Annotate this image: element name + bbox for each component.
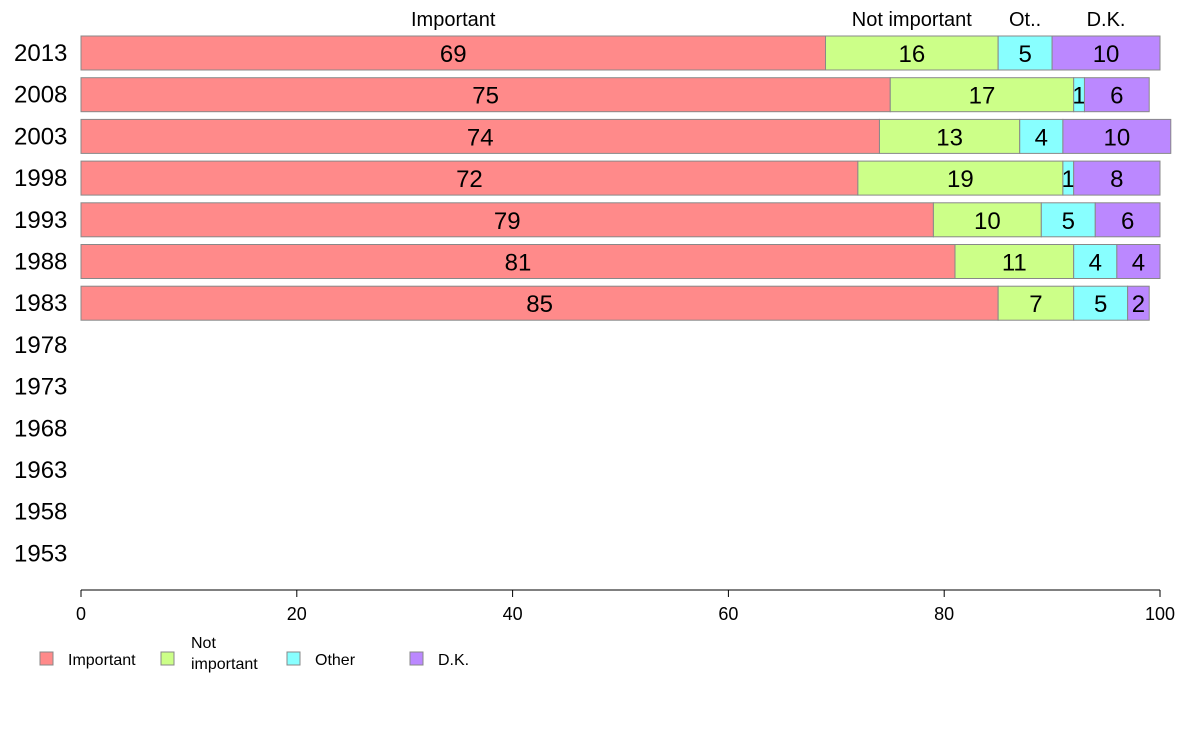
bar-segment [878, 118, 1021, 154]
x-tick-label: 60 [718, 604, 738, 624]
data-label: 74 [467, 124, 494, 151]
bar-segment [1019, 118, 1064, 154]
column-header: D.K. [1087, 9, 1126, 31]
legend-label: Other [315, 652, 356, 669]
y-tick-label: 1978 [14, 332, 67, 359]
x-tick-label: 0 [76, 604, 86, 624]
column-header: Ot.. [1009, 9, 1041, 31]
bar-segment [1062, 118, 1172, 154]
data-label: 13 [936, 124, 963, 151]
y-tick-label: 1958 [14, 499, 67, 526]
data-label: 10 [1103, 124, 1130, 151]
data-label: 10 [1093, 41, 1120, 68]
y-tick-label: 1968 [14, 415, 67, 442]
data-label: 69 [440, 41, 467, 68]
bar-segment [1040, 202, 1096, 238]
data-label: 81 [505, 250, 532, 277]
bar-segment [997, 285, 1075, 321]
bar-segment [80, 118, 880, 154]
data-label: 5 [1094, 291, 1107, 318]
x-tick-label: 20 [287, 604, 307, 624]
y-tick-label: 1963 [14, 457, 67, 484]
y-tick-label: 1988 [14, 249, 67, 276]
data-label: 4 [1132, 250, 1145, 277]
data-label: 2 [1132, 291, 1145, 318]
data-label: 5 [1018, 41, 1031, 68]
y-tick-label: 2013 [14, 40, 67, 67]
data-label: 10 [974, 208, 1001, 235]
y-tick-label: 1953 [14, 540, 67, 567]
legend-swatch [39, 651, 54, 666]
bar-segment [1127, 285, 1150, 321]
bar-segment [954, 244, 1075, 279]
bar-segment [1116, 244, 1161, 279]
y-tick-label: 2003 [14, 123, 67, 150]
y-tick-label: 1998 [14, 165, 67, 192]
data-label: 72 [456, 166, 483, 193]
data-label: 85 [526, 291, 553, 318]
data-label: 17 [969, 83, 996, 110]
bar-segment [1083, 77, 1150, 113]
bar-segment [1073, 160, 1161, 196]
data-label: 1 [1072, 83, 1085, 110]
data-label: 6 [1121, 208, 1134, 235]
y-tick-label: 1983 [14, 290, 67, 317]
legend-swatch [286, 651, 301, 666]
data-label: 1 [1062, 166, 1075, 193]
data-label: 11 [1002, 250, 1027, 277]
data-label: 4 [1035, 124, 1048, 151]
column-header: Not important [852, 9, 972, 31]
bar-segment [997, 35, 1053, 71]
data-label: 79 [494, 208, 521, 235]
bar-segment [80, 77, 891, 113]
legend-label: important [191, 656, 258, 673]
data-label: 19 [947, 166, 974, 193]
bar-segment [80, 202, 934, 238]
column-header: Important [411, 9, 496, 31]
legend-swatch [160, 651, 175, 666]
y-tick-label: 2008 [14, 82, 67, 109]
bar-segment [932, 202, 1042, 238]
legend-label: Important [68, 652, 136, 669]
data-label: 6 [1110, 83, 1123, 110]
bar-segment [1094, 202, 1161, 238]
data-label: 4 [1089, 250, 1102, 277]
bar-segment [1051, 35, 1161, 71]
bar-segment [825, 35, 999, 71]
data-label: 8 [1110, 166, 1123, 193]
bar-segment [80, 35, 827, 71]
x-tick-label: 100 [1145, 604, 1175, 624]
data-label: 5 [1062, 208, 1075, 235]
y-tick-label: 1993 [14, 207, 67, 234]
bar-segment [889, 77, 1075, 113]
data-label: 75 [472, 83, 499, 110]
x-tick-label: 40 [503, 604, 523, 624]
bar-segment [857, 160, 1064, 196]
legend-label: Not [191, 635, 216, 652]
bar-segment [80, 244, 956, 279]
bar-segment [80, 285, 999, 321]
data-label: 7 [1029, 291, 1042, 318]
legend-swatch [409, 651, 424, 666]
data-label: 16 [898, 41, 925, 68]
legend-label: D.K. [438, 652, 469, 669]
bar-segment [80, 160, 859, 196]
x-tick-label: 80 [934, 604, 954, 624]
y-tick-label: 1973 [14, 374, 67, 401]
